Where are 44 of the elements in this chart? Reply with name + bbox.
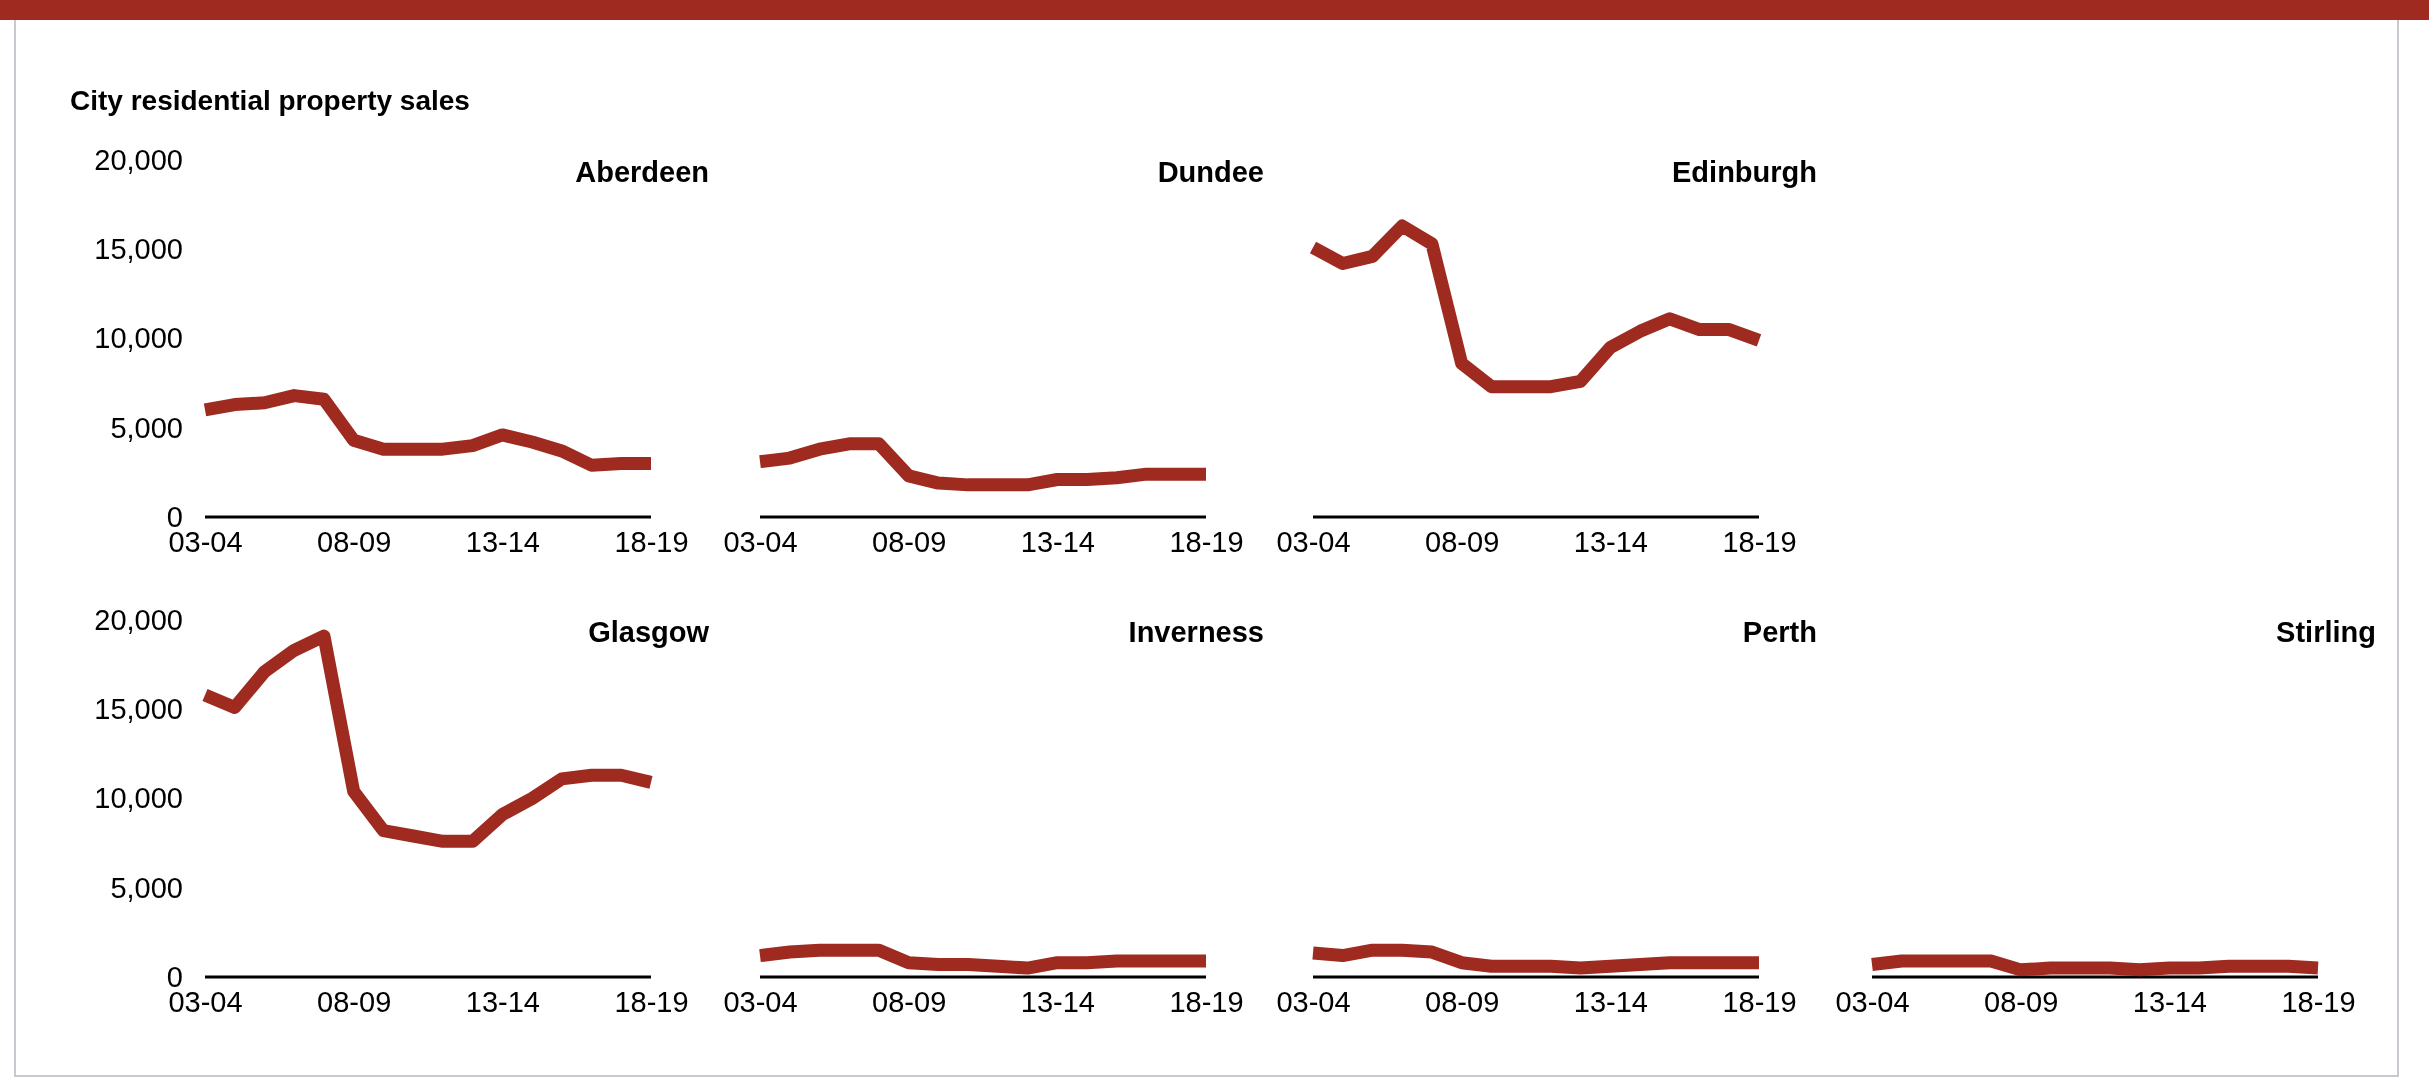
y-tick-label: 0 (166, 960, 183, 993)
chart-title: Edinburgh (1672, 156, 1817, 188)
x-tick-label: 13-14 (1020, 985, 1095, 1018)
chart-subtitle: City residential property sales (70, 85, 470, 116)
x-tick-label: 18-19 (1722, 985, 1797, 1018)
x-tick-label: 13-14 (2132, 985, 2207, 1018)
y-tick-label: 0 (166, 500, 183, 533)
x-tick-label: 08-09 (1425, 525, 1500, 558)
chart-title: Stirling (2276, 616, 2376, 648)
x-tick-label: 08-09 (1984, 985, 2059, 1018)
x-tick-label: 18-19 (1169, 525, 1244, 558)
x-tick-label: 18-19 (2281, 985, 2356, 1018)
x-tick-label: 18-19 (614, 985, 689, 1018)
x-tick-label: 03-04 (723, 525, 798, 558)
x-tick-label: 13-14 (465, 985, 540, 1018)
x-tick-label: 18-19 (1169, 985, 1244, 1018)
x-tick-label: 08-09 (317, 525, 392, 558)
y-tick-label: 5,000 (110, 871, 183, 904)
y-tick-label: 10,000 (94, 782, 183, 815)
x-tick-label: 08-09 (1425, 985, 1500, 1018)
y-tick-label: 15,000 (94, 693, 183, 726)
y-tick-label: 10,000 (94, 322, 183, 355)
x-tick-label: 08-09 (872, 985, 947, 1018)
x-tick-label: 03-04 (1276, 985, 1351, 1018)
x-tick-label: 13-14 (1573, 985, 1648, 1018)
y-tick-label: 15,000 (94, 233, 183, 266)
y-tick-label: 20,000 (94, 143, 183, 176)
chart-title: Perth (1742, 616, 1817, 648)
y-tick-label: 20,000 (94, 603, 183, 636)
x-tick-label: 18-19 (614, 525, 689, 558)
x-tick-label: 13-14 (465, 525, 540, 558)
x-tick-label: 03-04 (723, 985, 798, 1018)
x-tick-label: 13-14 (1020, 525, 1095, 558)
x-tick-label: 08-09 (872, 525, 947, 558)
chart-title: Dundee (1157, 156, 1264, 188)
chart-title: Glasgow (588, 616, 710, 648)
chart-title: Aberdeen (575, 156, 709, 188)
y-tick-label: 5,000 (110, 411, 183, 444)
x-tick-label: 13-14 (1573, 525, 1648, 558)
x-tick-label: 03-04 (1835, 985, 1910, 1018)
x-tick-label: 08-09 (317, 985, 392, 1018)
x-tick-label: 18-19 (1722, 525, 1797, 558)
x-tick-label: 03-04 (1276, 525, 1351, 558)
chart-title: Inverness (1128, 616, 1264, 648)
